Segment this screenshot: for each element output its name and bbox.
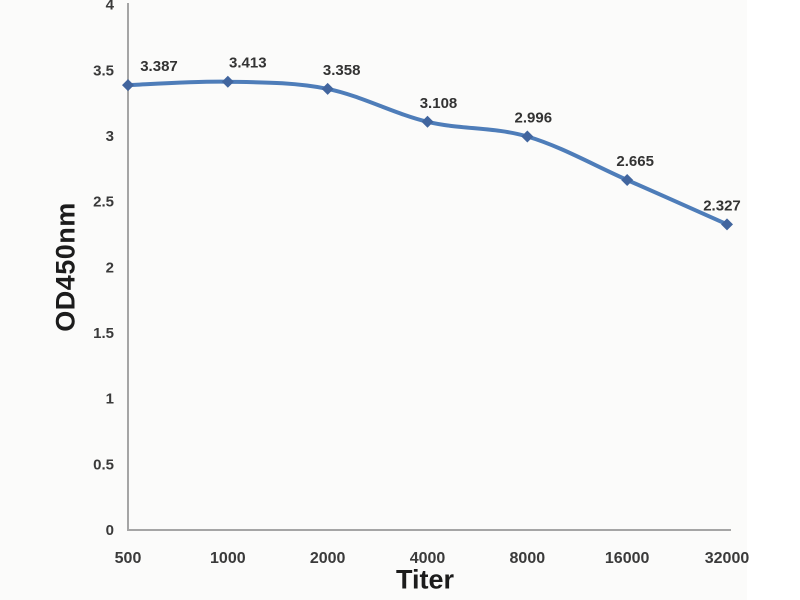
data-point-marker — [721, 218, 733, 231]
data-label: 3.387 — [140, 58, 178, 75]
y-tick-label: 1.5 — [93, 325, 114, 342]
x-tick-label: 500 — [115, 550, 142, 567]
y-tick-label: 0.5 — [93, 456, 114, 473]
data-point-marker — [321, 82, 334, 95]
x-tick-label: 16000 — [605, 550, 650, 567]
x-tick-label: 8000 — [510, 550, 546, 567]
x-tick-label: 1000 — [210, 550, 246, 567]
y-tick-label: 1 — [106, 391, 114, 408]
y-tick-label: 2 — [106, 259, 114, 276]
y-tick-label: 0 — [106, 522, 114, 539]
data-label: 3.413 — [229, 55, 267, 72]
x-tick-label: 32000 — [705, 550, 750, 567]
x-tick-label: 4000 — [410, 550, 446, 567]
data-point-marker — [221, 75, 234, 88]
data-point-marker — [421, 115, 434, 128]
data-point-marker — [621, 173, 634, 186]
y-tick-label: 2.5 — [93, 194, 114, 211]
data-label: 2.665 — [616, 153, 654, 170]
page-background — [747, 0, 800, 600]
y-axis-title: OD450nm — [50, 202, 81, 332]
data-label: 3.108 — [420, 95, 458, 112]
data-point-marker — [122, 79, 134, 92]
data-point-marker — [521, 130, 534, 143]
y-tick-label: 3.5 — [93, 62, 114, 79]
data-label: 3.358 — [323, 62, 361, 79]
x-axis-title: Titer — [395, 564, 455, 595]
data-label: 2.327 — [703, 197, 741, 214]
x-tick-label: 2000 — [310, 550, 346, 567]
data-label: 2.996 — [515, 109, 553, 126]
y-tick-label: 3 — [106, 128, 114, 145]
y-tick-label: 4 — [106, 0, 115, 14]
